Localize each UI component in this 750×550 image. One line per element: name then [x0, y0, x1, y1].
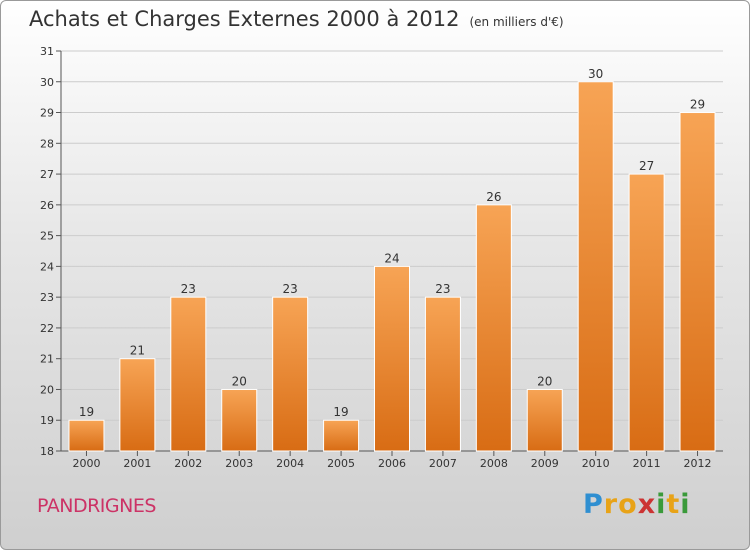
logo-letter: i [680, 489, 691, 520]
y-tick-label: 27 [40, 168, 54, 181]
bar-2007 [424, 296, 461, 452]
bar-2010 [577, 81, 614, 452]
bar-value-label: 27 [639, 159, 654, 173]
y-tick-label: 20 [40, 383, 54, 396]
bar-value-label: 23 [435, 282, 450, 296]
logo-letter: t [666, 489, 681, 520]
x-tick-label: 2005 [327, 457, 355, 470]
bar-2002 [170, 296, 207, 452]
bar-value-label: 19 [333, 405, 348, 419]
chart-title: Achats et Charges Externes 2000 à 2012 (e… [29, 7, 564, 31]
x-tick-label: 2002 [174, 457, 202, 470]
y-tick-label: 29 [40, 107, 54, 120]
logo-letter: P [583, 489, 604, 520]
x-tick-label: 2007 [429, 457, 457, 470]
logo-letter: o [618, 489, 638, 520]
bar-value-label: 26 [486, 190, 501, 204]
bar-value-label: 29 [690, 98, 705, 112]
chart-title-text: Achats et Charges Externes 2000 à 2012 [29, 7, 460, 31]
y-tick-label: 19 [40, 414, 54, 427]
y-tick-label: 31 [40, 45, 54, 58]
bar-2012 [679, 112, 716, 452]
x-tick-label: 2006 [378, 457, 406, 470]
x-tick-label: 2003 [225, 457, 253, 470]
y-tick-label: 21 [40, 353, 54, 366]
x-tick-label: 2001 [123, 457, 151, 470]
x-tick-label: 2008 [480, 457, 508, 470]
bar-2005 [323, 419, 360, 452]
x-tick-label: 2009 [531, 457, 559, 470]
y-tick-label: 28 [40, 137, 54, 150]
y-tick-label: 24 [40, 260, 54, 273]
bar-value-label: 24 [384, 251, 399, 265]
bar-value-label: 23 [181, 282, 196, 296]
x-tick-label: 2010 [582, 457, 610, 470]
logo-letter: x [637, 489, 657, 520]
bar-value-label: 20 [232, 374, 247, 388]
bar-2003 [221, 388, 258, 452]
x-tick-label: 2012 [684, 457, 712, 470]
bar-value-label: 19 [79, 405, 94, 419]
y-tick-label: 30 [40, 76, 54, 89]
bar-2011 [628, 173, 665, 452]
x-tick-label: 2004 [276, 457, 304, 470]
y-tick-label: 22 [40, 322, 54, 335]
y-tick-label: 23 [40, 291, 54, 304]
bar-value-label: 21 [130, 344, 145, 358]
bar-value-label: 30 [588, 67, 603, 81]
y-tick-label: 25 [40, 230, 54, 243]
proxiti-logo[interactable]: Proxiti [583, 489, 691, 520]
logo-letter: r [603, 489, 619, 520]
bar-2008 [475, 204, 512, 452]
x-tick-label: 2011 [633, 457, 661, 470]
y-tick-label: 18 [40, 445, 54, 458]
y-tick-label: 26 [40, 199, 54, 212]
commune-name: PANDRIGNES [37, 495, 156, 517]
bar-value-label: 20 [537, 374, 552, 388]
logo-letter: i [656, 489, 667, 520]
bar-2009 [526, 388, 563, 452]
bar-2000 [68, 419, 105, 452]
bar-2004 [272, 296, 309, 452]
bar-2001 [119, 358, 156, 452]
bar-value-label: 23 [283, 282, 298, 296]
x-tick-label: 2000 [72, 457, 100, 470]
chart-unit: (en milliers d'€) [469, 15, 564, 29]
bar-2006 [374, 265, 410, 452]
